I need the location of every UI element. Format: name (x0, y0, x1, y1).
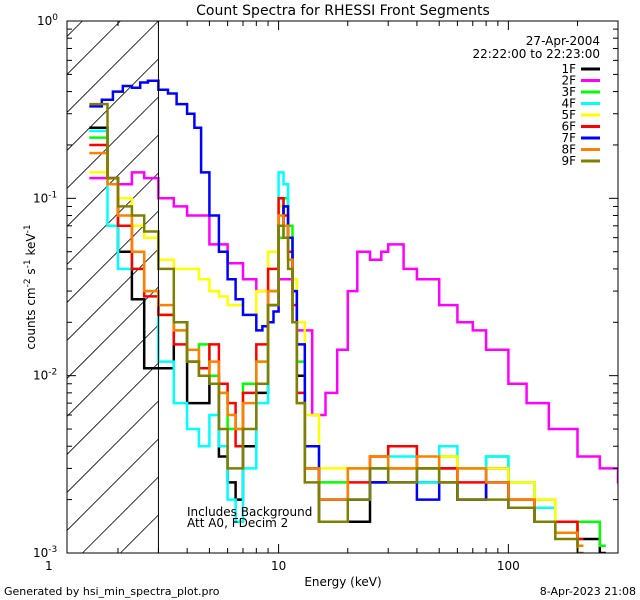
hatch-line (66, 58, 159, 151)
y-tick-label-1e-2: 10-2 (33, 368, 57, 383)
hatch-line (66, 20, 83, 37)
x-tick-label-10: 10 (271, 559, 286, 573)
hatch-line (66, 362, 159, 455)
hatch-line (66, 438, 159, 531)
legend-label-3F: 3F (561, 85, 576, 99)
legend-label-9F: 9F (561, 154, 576, 168)
x-tick-label-1: 1 (45, 559, 53, 573)
legend-label-6F: 6F (561, 120, 576, 134)
axis-ticks (67, 20, 619, 554)
series-line-6F (89, 143, 584, 541)
series-lines (89, 79, 618, 553)
legend-label-4F: 4F (561, 97, 576, 111)
annotation-attenuator: Att A0, FDecim 2 (187, 516, 288, 530)
hatched-region (66, 20, 159, 554)
annotation-background: Includes Background (187, 505, 312, 519)
plot-frame (66, 20, 619, 554)
series-line-2F (89, 171, 618, 484)
hatch-line (66, 96, 159, 189)
hatch-line (66, 172, 159, 265)
y-axis-label: counts cm-2 s-1 keV-1 (23, 224, 38, 349)
y-tick-label-1e-1: 10-1 (33, 190, 57, 205)
y-tick-label-1e0: 100 (37, 13, 58, 28)
series-line-9F (89, 102, 584, 553)
legend-label-1F: 1F (561, 62, 576, 76)
chart-title: Count Spectra for RHESSI Front Segments (196, 3, 490, 19)
hatch-line (66, 134, 159, 227)
legend-label-7F: 7F (561, 131, 576, 145)
legend-label-8F: 8F (561, 143, 576, 157)
legend-label-2F: 2F (561, 74, 576, 88)
hatch-line (66, 400, 159, 493)
x-tick-label-100: 100 (497, 559, 520, 573)
hatch-line (120, 514, 159, 554)
generated-by-footer: Generated by hsi_min_spectra_plot.pro (4, 585, 220, 598)
hatch-line (66, 20, 159, 113)
observation-date: 27-Apr-2004 (526, 34, 600, 48)
y-tick-label-1e-3: 10-3 (33, 545, 57, 560)
legend-label-5F: 5F (561, 108, 576, 122)
time-range: 22:22:00 to 22:23:00 (473, 47, 600, 61)
x-axis-label: Energy (keV) (304, 575, 381, 589)
hatch-line (82, 476, 159, 554)
timestamp-footer: 8-Apr-2023 21:08 (540, 585, 636, 598)
hatch-line (66, 20, 121, 75)
